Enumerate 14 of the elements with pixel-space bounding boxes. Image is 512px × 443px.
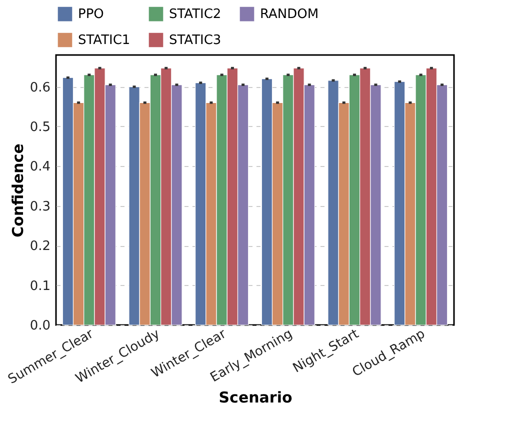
y-axis-title: Confidence <box>8 144 27 238</box>
y-tick-label: 0.0 <box>30 318 50 334</box>
y-tick-label: 0.5 <box>30 120 50 135</box>
legend-label: PPO <box>78 7 104 22</box>
y-tick-label: 0.3 <box>30 199 50 214</box>
x-axis-title: Scenario <box>218 388 292 407</box>
y-tick-label: 0.2 <box>30 239 50 254</box>
legend-label: STATIC2 <box>169 7 222 22</box>
legend-label: STATIC1 <box>78 33 130 48</box>
y-tick-label: 0.6 <box>30 80 50 96</box>
y-tick-label: 0.4 <box>30 160 50 175</box>
legend-label: RANDOM <box>260 7 319 22</box>
legend-label: STATIC3 <box>169 33 222 48</box>
y-tick-label: 0.1 <box>30 278 50 294</box>
